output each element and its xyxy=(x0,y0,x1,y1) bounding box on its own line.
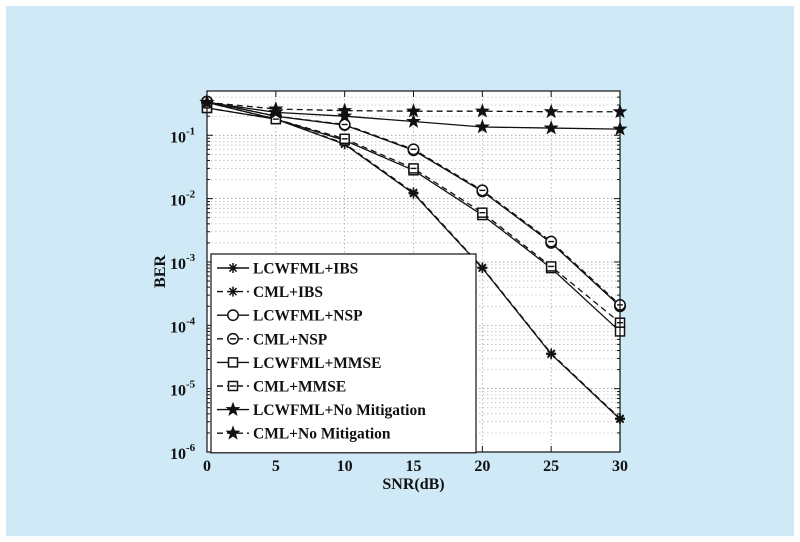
asterisk-marker xyxy=(228,286,238,297)
data-point xyxy=(407,143,420,156)
data-point xyxy=(406,113,421,128)
star-marker xyxy=(225,425,241,440)
legend-item: LCWFML+MMSE xyxy=(217,355,382,372)
y-axis: 10-610-510-410-310-210-1 xyxy=(170,125,196,463)
data-point xyxy=(337,108,353,123)
legend-item: CML+No Mitigation xyxy=(217,425,391,443)
y-tick-label: 10-5 xyxy=(170,379,196,400)
data-point xyxy=(474,119,490,134)
circle-dash-marker xyxy=(227,332,239,345)
legend-item: CML+NSP xyxy=(217,331,328,348)
y-tick-exponent: -4 xyxy=(186,315,196,327)
y-axis-label: BER xyxy=(152,255,169,288)
legend-label: LCWFML+MMSE xyxy=(253,355,382,372)
x-axis-label: SNR(dB) xyxy=(382,476,444,493)
legend-box xyxy=(210,253,477,454)
x-tick-label: 25 xyxy=(543,458,559,475)
x-tick-label: 30 xyxy=(612,458,628,475)
y-tick-base: 10 xyxy=(170,129,186,146)
x-tick-label: 0 xyxy=(203,458,211,475)
y-tick-base: 10 xyxy=(170,193,186,210)
y-tick-base: 10 xyxy=(170,256,186,273)
data-point xyxy=(477,262,488,273)
y-tick-base: 10 xyxy=(170,383,186,400)
legend-label: CML+MMSE xyxy=(253,379,346,396)
legend-item: LCWFML+NSP xyxy=(217,308,363,325)
y-tick-exponent: -6 xyxy=(186,442,196,454)
legend-label: CML+NSP xyxy=(253,331,328,348)
legend: LCWFML+IBS CML+IBS LCWFML+NSP CML+NSP LCWFML… xyxy=(210,253,477,454)
y-tick-exponent: -1 xyxy=(186,125,195,137)
data-point xyxy=(543,120,559,135)
data-point xyxy=(477,207,488,218)
legend-label: CML+IBS xyxy=(253,284,323,301)
y-tick-label: 10-2 xyxy=(170,189,196,210)
legend-item: CML+MMSE xyxy=(217,379,346,396)
y-tick-exponent: -5 xyxy=(186,379,196,391)
y-tick-base: 10 xyxy=(170,319,186,336)
data-point xyxy=(339,133,350,145)
y-tick-exponent: -2 xyxy=(186,189,196,201)
legend-label: LCWFML+IBS xyxy=(253,261,358,278)
legend-item: CML+IBS xyxy=(217,284,323,301)
y-tick-label: 10-3 xyxy=(170,252,196,273)
data-point xyxy=(545,261,557,272)
data-point xyxy=(545,235,558,248)
legend-label: CML+No Mitigation xyxy=(253,426,391,443)
legend-label: LCWFML+NSP xyxy=(253,308,363,325)
y-tick-label: 10-1 xyxy=(170,125,195,146)
legend-item: LCWFML+IBS xyxy=(217,261,358,278)
y-tick-label: 10-6 xyxy=(170,442,196,463)
asterisk-marker xyxy=(228,263,238,273)
data-point xyxy=(408,187,419,198)
star-marker xyxy=(225,401,241,416)
legend-label: LCWFML+No Mitigation xyxy=(253,402,426,419)
square-marker xyxy=(227,357,239,368)
data-point xyxy=(474,103,490,118)
y-tick-exponent: -3 xyxy=(186,252,196,264)
data-point xyxy=(406,103,421,118)
data-point xyxy=(476,184,489,197)
y-tick-base: 10 xyxy=(170,446,186,463)
data-point xyxy=(546,348,557,359)
data-point xyxy=(337,102,353,117)
legend-item: LCWFML+No Mitigation xyxy=(217,401,426,419)
x-tick-label: 20 xyxy=(474,458,490,475)
data-point xyxy=(268,101,284,116)
data-point xyxy=(408,163,419,174)
x-tick-label: 5 xyxy=(272,458,280,475)
circle-marker xyxy=(227,309,239,322)
data-point xyxy=(543,103,559,119)
y-tick-label: 10-4 xyxy=(170,315,196,336)
square-dash-marker xyxy=(227,380,239,392)
series-CML+No Mitigation xyxy=(199,94,628,119)
x-tick-label: 10 xyxy=(337,458,353,475)
x-tick-label: 15 xyxy=(406,458,422,475)
